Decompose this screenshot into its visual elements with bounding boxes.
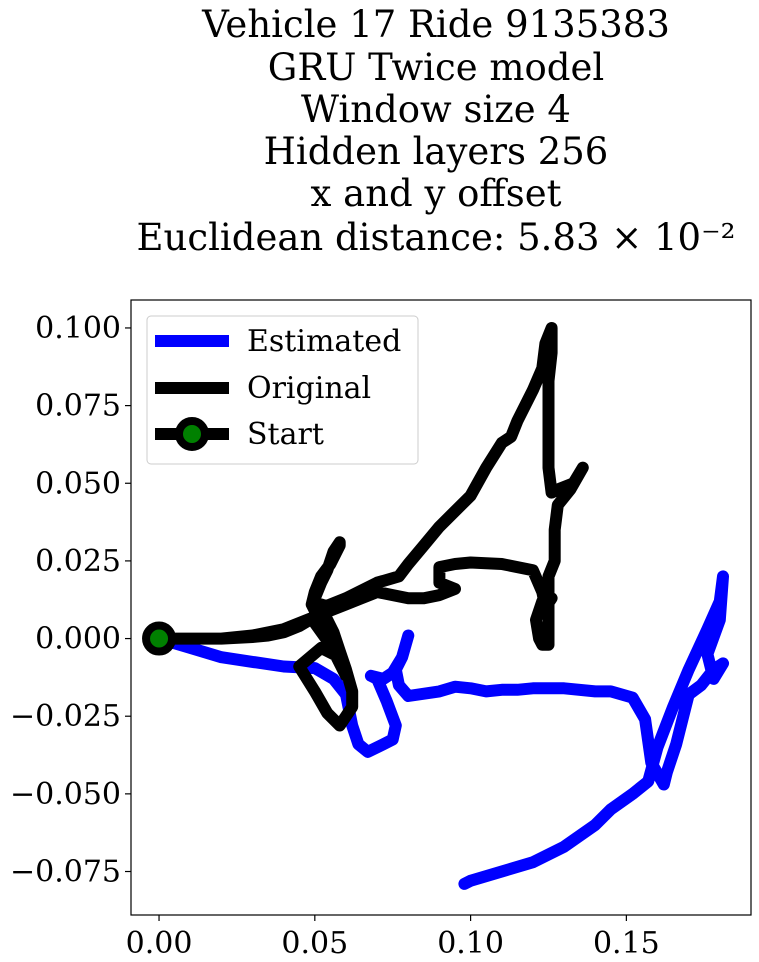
y-axis-ticks: 0.100 0.075 0.050 0.025 0.000 −0.025 −0.050 −0.… [10,311,131,890]
legend-box [146,315,419,465]
y-tick-label: 0.100 [35,311,121,346]
x-tick-label: 0.05 [281,926,348,961]
legend: Estimated Original Start [146,315,419,465]
title-line-6: Euclidean distance: 5.83 × 10⁻² [137,216,736,259]
legend-start-marker [175,417,209,451]
legend-label-start: Start [247,417,324,452]
legend-label-original: Original [247,371,371,406]
x-tick-label: 0.15 [593,926,660,961]
series-line-estimated [153,570,729,890]
title-line-4: Hidden layers 256 [264,130,609,173]
y-tick-label: 0.000 [35,622,121,657]
y-tick-label: −0.075 [10,855,121,890]
title-line-5: x and y offset [311,172,562,215]
title-line-2: GRU Twice model [268,46,604,89]
x-axis-ticks: 0.00 0.05 0.10 0.15 [126,915,660,961]
series-line-original [153,322,589,732]
title-line-1: Vehicle 17 Ride 9135383 [201,3,670,46]
start-marker [142,621,177,656]
chart-title: Vehicle 17 Ride 9135383 GRU Twice model … [137,3,736,259]
y-tick-label: −0.025 [10,699,121,734]
y-tick-label: 0.075 [35,389,121,424]
y-tick-label: −0.050 [10,777,121,812]
x-tick-label: 0.00 [126,926,193,961]
y-tick-label: 0.025 [35,544,121,579]
title-line-3: Window size 4 [301,88,571,131]
y-tick-label: 0.050 [35,466,121,501]
x-tick-label: 0.10 [437,926,504,961]
series-layer [142,322,729,890]
legend-label-estimated: Estimated [247,324,401,359]
